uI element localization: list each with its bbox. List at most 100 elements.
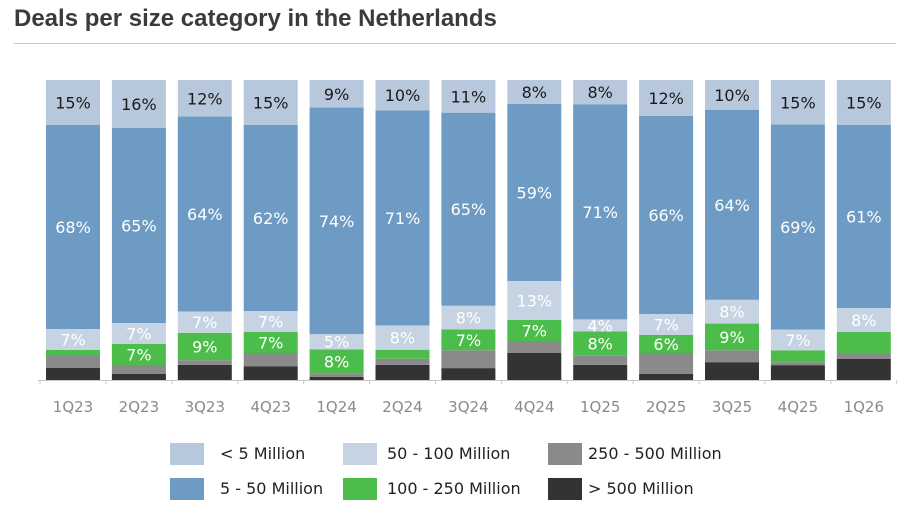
bar-segment bbox=[441, 329, 496, 351]
bar-segment bbox=[177, 360, 232, 365]
title-divider bbox=[14, 43, 896, 44]
bar-segment bbox=[375, 80, 430, 111]
data-label: 6% bbox=[653, 335, 678, 354]
data-label: 66% bbox=[648, 206, 684, 225]
bar-segment bbox=[309, 376, 364, 380]
bar-segment bbox=[507, 341, 562, 353]
bar-segment bbox=[639, 374, 694, 380]
bar-segment bbox=[46, 368, 100, 380]
bar-segment bbox=[243, 125, 298, 311]
bar-segment bbox=[111, 80, 166, 128]
bar-segment bbox=[639, 314, 694, 335]
bar-segment bbox=[573, 80, 628, 105]
data-label: 65% bbox=[121, 217, 157, 236]
data-label: 15% bbox=[55, 94, 91, 113]
bar-segment bbox=[639, 335, 694, 353]
data-label: 7% bbox=[456, 331, 481, 350]
data-label: 9% bbox=[719, 328, 744, 347]
data-label: 7% bbox=[258, 313, 283, 332]
data-label: 65% bbox=[451, 200, 487, 219]
bar-segment bbox=[770, 124, 825, 330]
data-label: 8% bbox=[324, 353, 349, 372]
data-label: 16% bbox=[121, 95, 157, 114]
bar-segment bbox=[836, 353, 891, 359]
x-tick-label: 3Q23 bbox=[185, 398, 225, 416]
data-label: 10% bbox=[385, 86, 421, 105]
bar-segment bbox=[375, 349, 430, 359]
bar-segment bbox=[309, 107, 364, 335]
x-tick-label: 2Q25 bbox=[646, 398, 686, 416]
bar-segment bbox=[836, 80, 891, 125]
bar-segment bbox=[243, 311, 298, 332]
data-label: 74% bbox=[319, 212, 355, 231]
bar-segment bbox=[243, 366, 298, 380]
data-label: 13% bbox=[517, 292, 553, 311]
data-label: 8% bbox=[588, 83, 613, 102]
bar-segment bbox=[573, 331, 628, 356]
bar-segment bbox=[573, 355, 628, 365]
data-label: 59% bbox=[517, 184, 553, 203]
bar-segment bbox=[309, 373, 364, 377]
data-label: 15% bbox=[253, 94, 289, 113]
data-label: 62% bbox=[253, 209, 289, 228]
bar-segment bbox=[46, 80, 100, 125]
bar-segment bbox=[46, 350, 100, 356]
data-label: 68% bbox=[55, 218, 91, 237]
x-tick-label: 4Q23 bbox=[250, 398, 290, 416]
bar-segment bbox=[309, 349, 364, 374]
bar-segment bbox=[507, 80, 562, 104]
bar-segment bbox=[836, 359, 891, 380]
bar-segment bbox=[639, 80, 694, 116]
bar-segment bbox=[507, 353, 562, 380]
bar-segment bbox=[639, 353, 694, 374]
x-tick-label: 4Q24 bbox=[514, 398, 554, 416]
data-label: 7% bbox=[126, 325, 151, 344]
bar-segment bbox=[639, 116, 694, 314]
x-tick-label: 3Q25 bbox=[712, 398, 752, 416]
bar-segment bbox=[111, 374, 166, 380]
bar-segment bbox=[705, 299, 759, 324]
bar-segment bbox=[309, 80, 364, 108]
bar-segment bbox=[111, 128, 166, 323]
bar-segment bbox=[705, 350, 759, 363]
data-label: 7% bbox=[785, 331, 810, 350]
bar-segment bbox=[177, 364, 232, 380]
bar-segment bbox=[770, 329, 825, 351]
data-label: 7% bbox=[126, 346, 151, 365]
bar-segment bbox=[770, 365, 825, 380]
bar-segment bbox=[441, 80, 496, 113]
bar-segment bbox=[177, 80, 232, 117]
x-tick-label: 3Q24 bbox=[448, 398, 488, 416]
bar-segment bbox=[836, 332, 891, 353]
bar-segment bbox=[441, 112, 496, 306]
bar-segment bbox=[441, 305, 496, 330]
bar-segment bbox=[177, 116, 232, 312]
bar-segment bbox=[243, 353, 298, 367]
data-label: 8% bbox=[719, 303, 744, 322]
bar-segment bbox=[507, 104, 562, 281]
bar-segment bbox=[573, 364, 628, 380]
data-label: 4% bbox=[588, 316, 613, 335]
data-label: 71% bbox=[582, 203, 618, 222]
data-label: 9% bbox=[192, 337, 217, 356]
data-label: 64% bbox=[714, 196, 750, 215]
data-label: 7% bbox=[258, 334, 283, 353]
bar-segment bbox=[705, 80, 759, 110]
bar-segment bbox=[770, 362, 825, 366]
bar-segment bbox=[507, 320, 562, 341]
data-label: 12% bbox=[648, 89, 684, 108]
x-tick-label: 2Q24 bbox=[382, 398, 422, 416]
bar-segment bbox=[243, 332, 298, 353]
bar-segment bbox=[111, 344, 166, 365]
bar-segment bbox=[177, 311, 232, 333]
bar-segment bbox=[441, 350, 496, 369]
bar-segment bbox=[836, 308, 891, 332]
bar-segment bbox=[46, 125, 100, 329]
bar-segment bbox=[705, 109, 759, 300]
x-tick-label: 1Q23 bbox=[53, 398, 93, 416]
data-label: 8% bbox=[522, 83, 547, 102]
bar-segment bbox=[573, 319, 628, 332]
data-label: 15% bbox=[846, 94, 882, 113]
data-label: 69% bbox=[780, 218, 816, 237]
x-tick-label: 1Q25 bbox=[580, 398, 620, 416]
